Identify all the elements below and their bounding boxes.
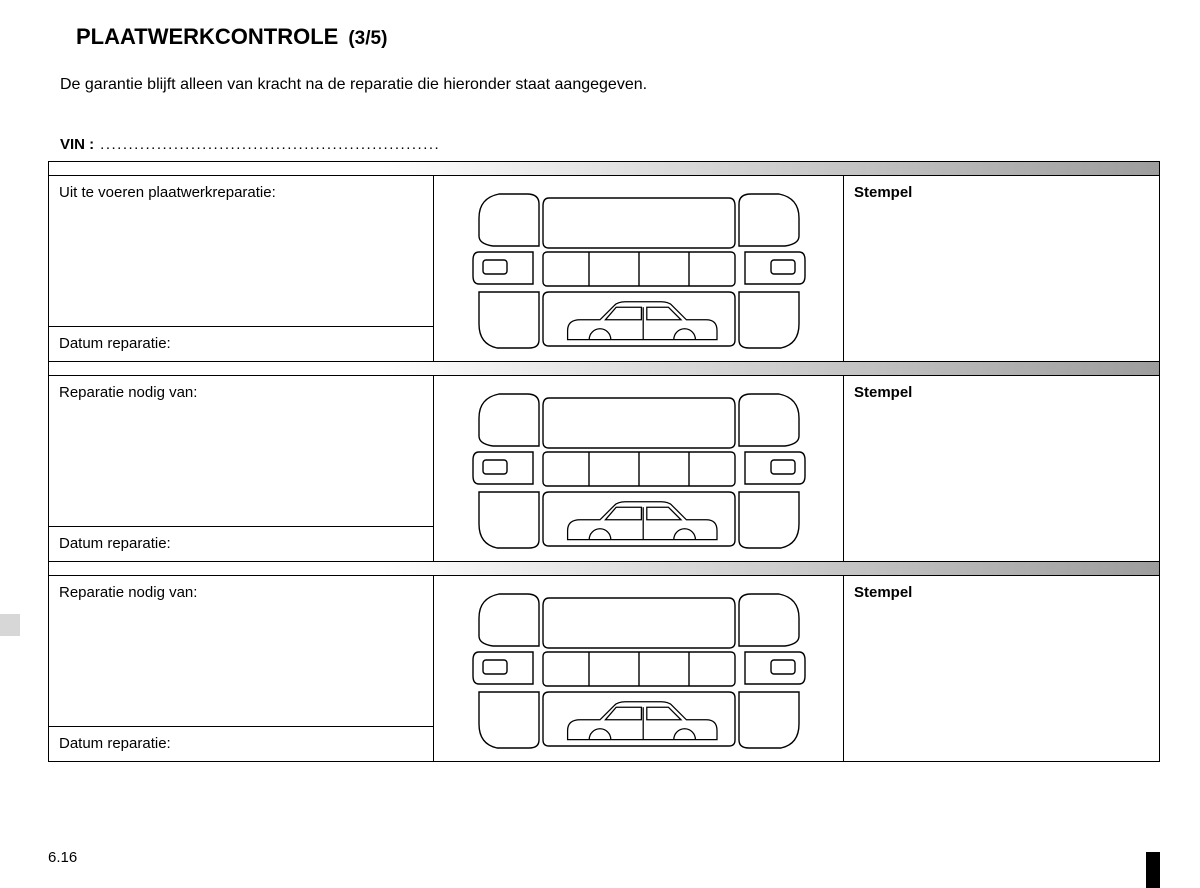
grid-separator: [48, 562, 1160, 576]
vin-label: VIN :: [60, 136, 94, 153]
table-row: Reparatie nodig van: Datum reparatie: St…: [48, 376, 1160, 562]
page-title-count: (3/5): [348, 28, 387, 50]
row-left-col: Uit te voeren plaatwerkreparatie: Datum …: [49, 176, 434, 361]
left-tab-marker: [0, 614, 20, 636]
car-panels-icon: [469, 184, 809, 354]
page-number: 6.16: [48, 849, 77, 866]
vin-line: VIN : ..................................…: [60, 136, 1160, 153]
grid-separator: [48, 362, 1160, 376]
car-diagram-cell: [434, 576, 844, 761]
row-left-col: Reparatie nodig van: Datum reparatie:: [49, 376, 434, 561]
car-panels-icon: [469, 384, 809, 554]
side-tab-marker: [1146, 852, 1160, 888]
repair-date-cell: Datum reparatie:: [49, 727, 433, 761]
row-left-col: Reparatie nodig van: Datum reparatie:: [49, 576, 434, 761]
table-row: Uit te voeren plaatwerkreparatie: Datum …: [48, 176, 1160, 362]
repair-date-cell: Datum reparatie:: [49, 327, 433, 361]
stamp-cell: Stempel: [844, 376, 1159, 561]
repair-description-cell: Reparatie nodig van:: [49, 576, 433, 727]
grid-separator: [48, 162, 1160, 176]
car-diagram-cell: [434, 176, 844, 361]
stamp-cell: Stempel: [844, 576, 1159, 761]
car-panels-icon: [469, 584, 809, 754]
page-subtitle: De garantie blijft alleen van kracht na …: [60, 76, 1160, 94]
repair-description-cell: Reparatie nodig van:: [49, 376, 433, 527]
car-diagram-cell: [434, 376, 844, 561]
repair-description-cell: Uit te voeren plaatwerkreparatie:: [49, 176, 433, 327]
form-grid: Uit te voeren plaatwerkreparatie: Datum …: [48, 161, 1160, 762]
page-content: PLAATWERKCONTROLE (3/5) De garantie blij…: [48, 24, 1160, 762]
table-row: Reparatie nodig van: Datum reparatie: St…: [48, 576, 1160, 762]
stamp-cell: Stempel: [844, 176, 1159, 361]
repair-date-cell: Datum reparatie:: [49, 527, 433, 561]
page-title-line: PLAATWERKCONTROLE (3/5): [76, 24, 1160, 50]
page-title: PLAATWERKCONTROLE: [76, 24, 338, 50]
vin-dots: ........................................…: [100, 136, 440, 153]
